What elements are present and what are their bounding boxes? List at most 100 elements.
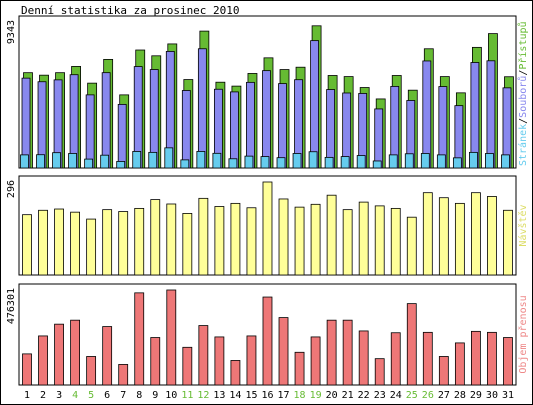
bar-stranek [356, 155, 366, 169]
bar-volume [406, 303, 417, 386]
bar-visits [310, 203, 321, 276]
bar-stranek [20, 154, 29, 169]
x-tick-label: 1 [24, 390, 30, 401]
x-tick-label: 18 [294, 390, 306, 401]
bar-stranek [340, 156, 350, 169]
legend-item: Stránek [517, 124, 529, 166]
bar-volume [38, 335, 48, 386]
x-tick-label: 9 [152, 390, 158, 401]
legend-hits: Stránek/Souborů/Přístupů [517, 21, 529, 166]
bar-volume [487, 331, 497, 386]
bar-volume [342, 319, 353, 386]
bar-stranek [228, 158, 238, 169]
bar-stranek [388, 154, 398, 169]
bar-souboru [197, 48, 207, 169]
bar-visits [198, 197, 209, 276]
bar-souboru [230, 91, 239, 169]
bar-visits [70, 211, 80, 276]
bar-volume [118, 364, 129, 386]
bar-volume [471, 330, 481, 386]
bar-volume [182, 346, 193, 386]
bar-visits [22, 214, 32, 276]
legend-separator: / [518, 118, 529, 124]
x-tick-label: 25 [406, 390, 418, 401]
x-tick-label: 23 [374, 390, 386, 401]
bar-volume [390, 332, 401, 386]
bar-visits [374, 205, 385, 276]
y-axis-max-label: 9343 [6, 20, 17, 44]
bar-volume [422, 331, 433, 386]
bar-stranek [324, 156, 334, 169]
bar-stranek [469, 151, 478, 169]
bar-visits [358, 201, 369, 276]
bar-visits [182, 213, 193, 276]
bar-volume [262, 296, 273, 386]
bar-volume [54, 323, 64, 386]
bar-visits [326, 194, 337, 276]
bar-stranek [292, 153, 302, 169]
bar-souboru [278, 83, 287, 169]
x-tick-label: 15 [245, 390, 257, 401]
bar-souboru [101, 72, 111, 169]
x-tick-label: 13 [213, 390, 225, 401]
y-axis-max-label: 476301 [6, 288, 17, 324]
x-tick-label: 5 [88, 390, 94, 401]
bar-visits [214, 206, 225, 276]
bar-visits [230, 202, 241, 276]
bar-stranek [276, 157, 286, 169]
x-tick-label: 10 [165, 390, 177, 401]
bar-visits [102, 209, 113, 276]
x-tick-label: 16 [261, 390, 273, 401]
bar-souboru [181, 90, 191, 169]
bar-visits [342, 209, 353, 276]
bar-volume [503, 337, 513, 386]
bar-visits [390, 207, 401, 276]
bar-visits [278, 198, 289, 276]
bar-volume [214, 336, 225, 386]
bar-volume [310, 336, 321, 386]
bar-visits [118, 211, 129, 276]
x-tick-label: 3 [56, 390, 62, 401]
bar-souboru [85, 94, 95, 169]
x-tick-label: 8 [136, 390, 142, 401]
bar-volume [166, 289, 177, 386]
x-tick-label: 29 [470, 390, 482, 401]
bar-volume [326, 319, 337, 386]
x-tick-label: 21 [342, 390, 354, 401]
bar-stranek [420, 153, 430, 169]
bar-souboru [374, 108, 384, 169]
bar-stranek [212, 152, 222, 169]
x-tick-label: 14 [229, 390, 241, 401]
bar-volume [358, 330, 369, 386]
bar-visits [166, 203, 177, 276]
legend-item: Souborů [517, 76, 529, 118]
bar-souboru [310, 40, 319, 169]
x-tick-label: 28 [454, 390, 466, 401]
bar-visits [86, 218, 97, 276]
bar-souboru [262, 70, 271, 169]
bar-volume [294, 351, 305, 386]
x-tick-label: 7 [120, 390, 126, 401]
x-tick-label: 4 [72, 390, 78, 401]
bar-visits [54, 208, 64, 276]
bar-stranek [164, 147, 174, 169]
x-tick-label: 20 [326, 390, 338, 401]
bar-visits [503, 209, 513, 276]
x-tick-label: 6 [104, 390, 110, 401]
bar-volume [374, 358, 385, 386]
y-axis-max-label: 296 [6, 180, 17, 198]
bar-visits [487, 196, 497, 276]
bar-volume [230, 360, 241, 386]
x-tick-label: 19 [310, 390, 322, 401]
bar-stranek [436, 154, 446, 169]
bar-stranek [180, 159, 190, 169]
bar-souboru [422, 60, 432, 169]
bar-stranek [485, 153, 494, 169]
bar-stranek [132, 151, 142, 169]
bar-volume [134, 292, 145, 386]
bar-stranek [52, 152, 61, 169]
legend-volume: Objem přenosu [517, 295, 529, 373]
bar-volume [150, 337, 161, 386]
x-tick-label: 27 [438, 390, 450, 401]
